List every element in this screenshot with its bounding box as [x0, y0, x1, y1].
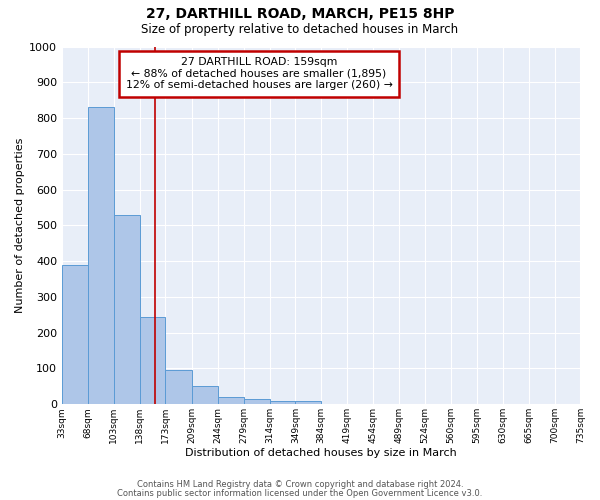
Text: Size of property relative to detached houses in March: Size of property relative to detached ho… [142, 22, 458, 36]
Bar [192, 386, 218, 404]
Bar [244, 399, 269, 404]
Bar [62, 264, 88, 404]
Y-axis label: Number of detached properties: Number of detached properties [15, 138, 25, 313]
Text: 27, DARTHILL ROAD, MARCH, PE15 8HP: 27, DARTHILL ROAD, MARCH, PE15 8HP [146, 8, 454, 22]
Text: 27 DARTHILL ROAD: 159sqm
← 88% of detached houses are smaller (1,895)
12% of sem: 27 DARTHILL ROAD: 159sqm ← 88% of detach… [125, 57, 392, 90]
X-axis label: Distribution of detached houses by size in March: Distribution of detached houses by size … [185, 448, 457, 458]
Bar [166, 370, 192, 404]
Bar [295, 400, 321, 404]
Bar [88, 108, 114, 404]
Text: Contains public sector information licensed under the Open Government Licence v3: Contains public sector information licen… [118, 488, 482, 498]
Bar [114, 214, 140, 404]
Bar [218, 397, 244, 404]
Text: Contains HM Land Registry data © Crown copyright and database right 2024.: Contains HM Land Registry data © Crown c… [137, 480, 463, 489]
Bar [140, 318, 166, 404]
Bar [269, 400, 295, 404]
